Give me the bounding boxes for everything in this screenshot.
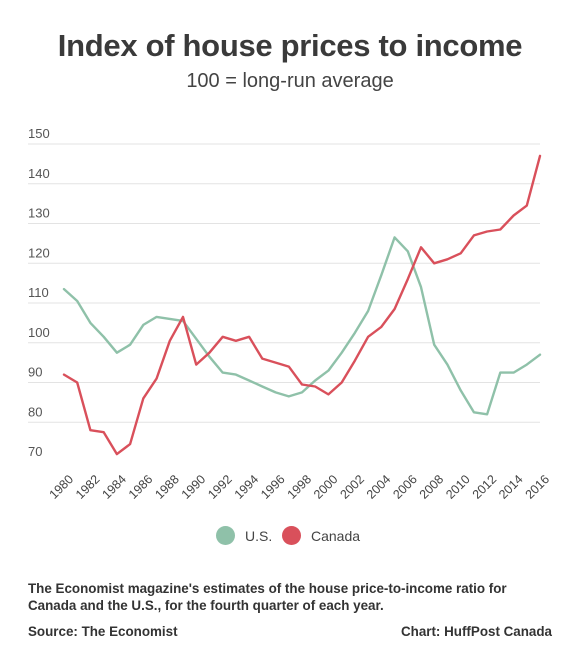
x-tick-label-1982: 1982: [73, 472, 103, 502]
x-tick-label-1984: 1984: [99, 472, 129, 502]
grid: [28, 143, 540, 423]
x-tick-label-2000: 2000: [311, 472, 341, 502]
chart-title: Index of house prices to income: [57, 28, 523, 63]
legend-swatch-us: [216, 526, 235, 545]
x-tick-label-1996: 1996: [258, 472, 288, 502]
x-tick-label-1998: 1998: [285, 472, 315, 502]
chart-caption: The Economist magazine's estimates of th…: [28, 581, 507, 613]
x-tick-label-1988: 1988: [152, 472, 182, 502]
x-tick-label-1980: 1980: [47, 472, 77, 502]
x-tick-label-1994: 1994: [232, 472, 262, 502]
x-tick-label-2012: 2012: [470, 472, 500, 502]
x-tick-label-2002: 2002: [337, 472, 367, 502]
series-lines: [62, 154, 542, 456]
y-tick-label-150: 150: [28, 126, 50, 141]
chart-credit: Chart: HuffPost Canada: [400, 624, 552, 639]
x-tick-label-1986: 1986: [126, 472, 156, 502]
y-axis-tick-labels: 70 80 90 100 110 120 130 140 150: [28, 126, 50, 459]
legend-item-canada: Canada: [282, 526, 360, 545]
x-tick-label-2004: 2004: [364, 472, 394, 502]
legend: U.S. Canada: [0, 526, 580, 550]
legend-swatch-canada: [282, 526, 301, 545]
series-line-canada: [62, 154, 542, 456]
y-tick-label-110: 110: [28, 285, 49, 300]
x-tick-label-2006: 2006: [390, 472, 420, 502]
x-tick-label-2016: 2016: [523, 472, 553, 502]
y-tick-label-70: 70: [28, 444, 42, 459]
x-tick-label-2008: 2008: [417, 472, 447, 502]
y-tick-label-100: 100: [28, 325, 50, 340]
legend-item-us: U.S.: [216, 526, 272, 545]
x-tick-label-1990: 1990: [179, 472, 209, 502]
y-tick-label-80: 80: [28, 404, 42, 419]
source-note: Source: The Economist: [28, 624, 178, 639]
y-tick-label-140: 140: [28, 166, 50, 181]
chart-subtitle: 100 = long-run average: [186, 70, 394, 92]
x-tick-label-2010: 2010: [443, 472, 473, 502]
y-tick-label-130: 130: [28, 206, 50, 221]
x-tick-label-1992: 1992: [205, 472, 235, 502]
x-tick-label-2014: 2014: [496, 472, 526, 502]
series-line-u-s: [62, 236, 542, 416]
legend-label-us: U.S.: [245, 527, 273, 544]
legend-label-canada: Canada: [311, 527, 361, 544]
x-axis-tick-labels: 1980198219841986198819901992199419961998…: [47, 472, 553, 502]
y-tick-label-90: 90: [28, 365, 42, 380]
y-tick-label-120: 120: [28, 245, 50, 260]
